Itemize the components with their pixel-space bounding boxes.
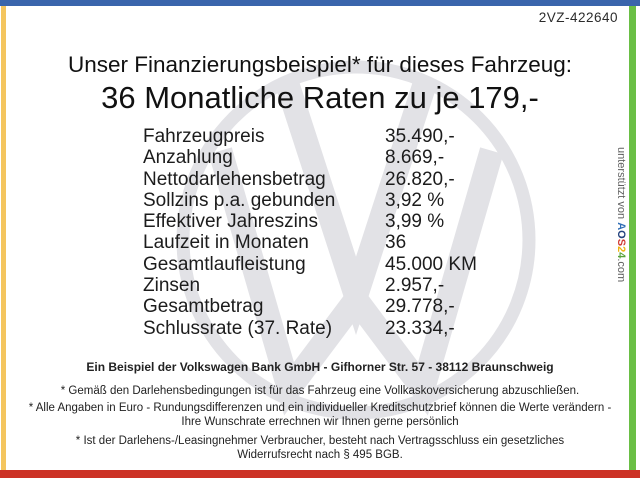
row-label: Sollzins p.a. gebunden bbox=[143, 189, 336, 211]
table-row: Fahrzeugpreis 35.490,- bbox=[143, 126, 503, 147]
supported-by-vertical-text: unterstützt von AOS24.com bbox=[615, 147, 627, 347]
row-value: 29.778,- bbox=[385, 296, 455, 318]
row-label: Gesamtlaufleistung bbox=[143, 253, 306, 275]
frame-bottom-bar bbox=[0, 470, 640, 478]
frame-left-bar bbox=[1, 6, 6, 470]
row-value: 23.334,- bbox=[385, 317, 455, 339]
supported-by-label: unterstützt von bbox=[615, 147, 627, 220]
row-value: 3,99 % bbox=[385, 211, 445, 233]
table-row: Anzahlung 8.669,- bbox=[143, 147, 503, 168]
offer-title: Unser Finanzierungsbeispiel* für dieses … bbox=[67, 52, 572, 77]
table-row: Gesamtlaufleistung 45.000 KM bbox=[143, 254, 503, 275]
row-label: Schlussrate (37. Rate) bbox=[143, 317, 333, 339]
row-label: Nettodarlehensbetrag bbox=[143, 168, 326, 190]
row-value: 45.000 KM bbox=[385, 253, 477, 275]
row-label: Fahrzeugpreis bbox=[143, 126, 265, 147]
bank-address-line: Ein Beispiel der Volkswagen Bank GmbH - … bbox=[86, 360, 554, 374]
row-value: 36 bbox=[385, 232, 407, 254]
frame-top-bar bbox=[0, 0, 640, 6]
aos24-letter: O bbox=[615, 230, 627, 239]
aos24-letter: 2 bbox=[615, 246, 627, 253]
table-row: Schlussrate (37. Rate) 23.334,- bbox=[143, 318, 503, 339]
row-value: 8.669,- bbox=[385, 147, 445, 169]
row-value: 35.490,- bbox=[385, 126, 455, 147]
row-value: 2.957,- bbox=[385, 275, 445, 297]
aos24-letter: A bbox=[615, 222, 627, 231]
vw-logo-watermark bbox=[176, 60, 536, 420]
table-row: Zinsen 2.957,- bbox=[143, 275, 503, 296]
reference-number: 2VZ-422640 bbox=[538, 10, 618, 25]
row-value: 26.820,- bbox=[385, 168, 455, 190]
row-label: Zinsen bbox=[143, 275, 201, 297]
table-row: Effektiver Jahreszins 3,99 % bbox=[143, 211, 503, 232]
row-label: Gesamtbetrag bbox=[143, 296, 264, 318]
aos24-logo: AOS24 bbox=[615, 222, 627, 258]
table-row: Sollzins p.a. gebunden 3,92 % bbox=[143, 190, 503, 211]
footnote-rounding: * Alle Angaben in Euro - Rundungsdiffere… bbox=[28, 402, 612, 428]
row-value: 3,92 % bbox=[385, 189, 445, 211]
table-row: Laufzeit in Monaten 36 bbox=[143, 232, 503, 253]
aos24-suffix: .com bbox=[615, 258, 627, 283]
row-label: Laufzeit in Monaten bbox=[143, 232, 309, 254]
row-label: Effektiver Jahreszins bbox=[143, 211, 318, 233]
row-label: Anzahlung bbox=[143, 147, 233, 169]
footnote-insurance: * Gemäß den Darlehensbedingungen ist für… bbox=[60, 385, 580, 397]
footnote-withdrawal: * Ist der Darlehens-/Leasingnehmer Verbr… bbox=[75, 435, 565, 461]
table-row: Gesamtbetrag 29.778,- bbox=[143, 296, 503, 317]
table-row: Nettodarlehensbetrag 26.820,- bbox=[143, 169, 503, 190]
aos24-letter: 4 bbox=[615, 252, 627, 259]
finance-table: Fahrzeugpreis 35.490,- Anzahlung 8.669,-… bbox=[143, 126, 503, 339]
aos24-letter: S bbox=[615, 238, 627, 247]
frame-right-bar bbox=[629, 6, 636, 470]
offer-rate-headline: 36 Monatliche Raten zu je 179,- bbox=[101, 80, 539, 115]
